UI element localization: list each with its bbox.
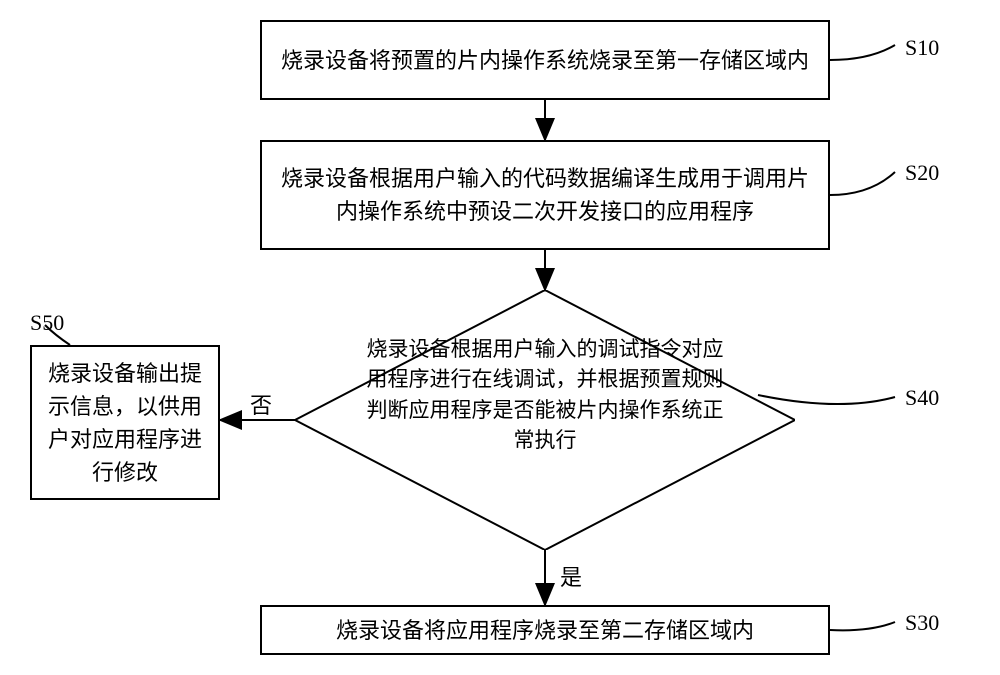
step-s20-box: 烧录设备根据用户输入的代码数据编译生成用于调用片内操作系统中预设二次开发接口的应…	[260, 140, 830, 250]
step-s40-text: 烧录设备根据用户输入的调试指令对应用程序进行在线调试，并根据预置规则判断应用程序…	[295, 334, 795, 456]
step-s40-diamond: 烧录设备根据用户输入的调试指令对应用程序进行在线调试，并根据预置规则判断应用程序…	[295, 290, 795, 550]
step-s10-text: 烧录设备将预置的片内操作系统烧录至第一存储区域内	[281, 44, 809, 77]
step-s20-text: 烧录设备根据用户输入的代码数据编译生成用于调用片内操作系统中预设二次开发接口的应…	[274, 162, 816, 228]
step-s50-label: S50	[30, 310, 64, 336]
step-s10-label: S10	[905, 35, 939, 61]
step-s30-label: S30	[905, 610, 939, 636]
step-s40-label: S40	[905, 385, 939, 411]
edge-label-yes: 是	[560, 560, 582, 592]
edge-label-no: 否	[250, 388, 272, 420]
step-s30-box: 烧录设备将应用程序烧录至第二存储区域内	[260, 605, 830, 655]
step-s20-label: S20	[905, 160, 939, 186]
step-s50-box: 烧录设备输出提示信息，以供用户对应用程序进行修改	[30, 345, 220, 500]
step-s10-box: 烧录设备将预置的片内操作系统烧录至第一存储区域内	[260, 20, 830, 100]
step-s30-text: 烧录设备将应用程序烧录至第二存储区域内	[336, 614, 754, 647]
step-s50-text: 烧录设备输出提示信息，以供用户对应用程序进行修改	[44, 357, 206, 489]
